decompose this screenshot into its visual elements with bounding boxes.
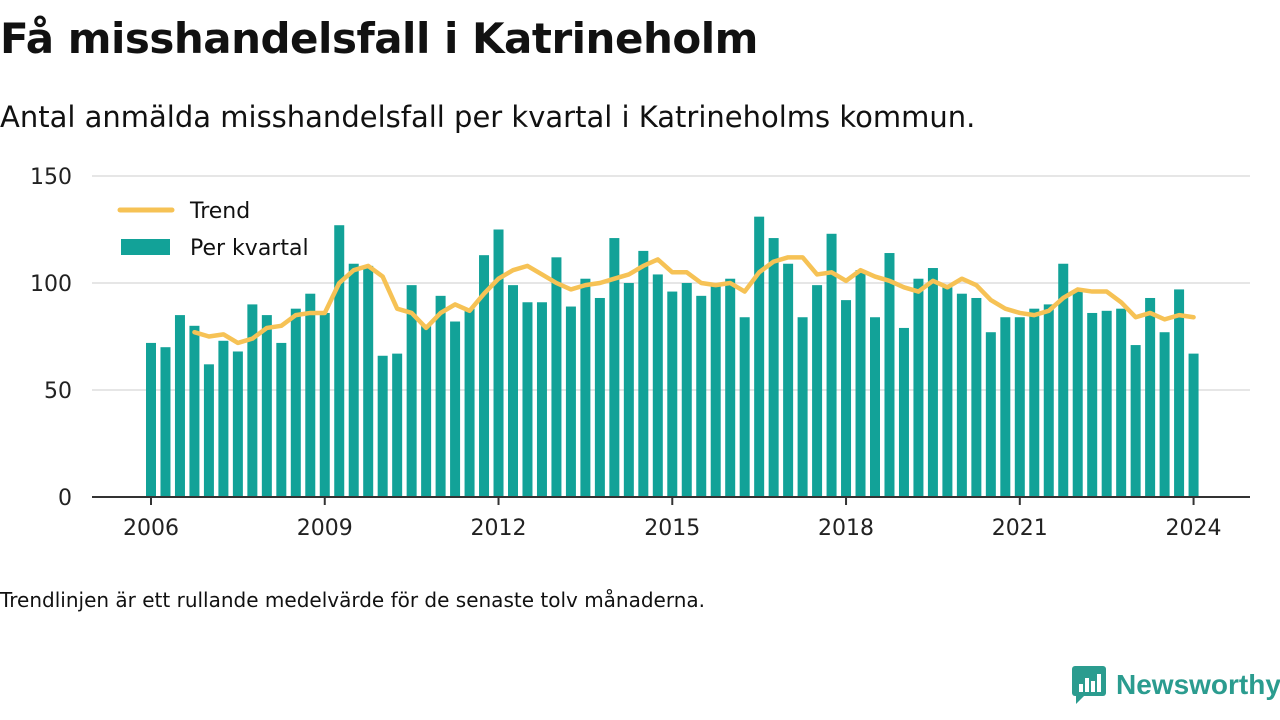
bar [971, 297, 982, 497]
bar [580, 278, 591, 497]
bar [783, 263, 794, 497]
x-tick-label: 2006 [123, 516, 179, 541]
trend-series [192, 255, 1196, 346]
bar [421, 325, 432, 497]
bar [855, 270, 866, 497]
bar [261, 315, 272, 497]
bar [146, 342, 156, 497]
bar [725, 278, 736, 497]
bar [652, 274, 663, 497]
bar [870, 317, 880, 497]
bar [812, 285, 823, 497]
bar [1145, 297, 1156, 497]
bar [508, 285, 518, 497]
bar [942, 287, 953, 497]
bar-line-chart: 0 50 100 150 2006 2009 2012 2015 2018 2021 2024 Tr… [30, 165, 1250, 541]
bar [319, 312, 330, 497]
x-tick-label: 2021 [992, 516, 1048, 541]
y-tick-label: 150 [30, 165, 72, 190]
bar [1087, 312, 1098, 497]
bar [638, 250, 649, 497]
bar [536, 302, 547, 497]
x-tick-label: 2018 [818, 516, 874, 541]
x-tick-label: 2015 [644, 516, 700, 541]
bar [1058, 263, 1069, 497]
y-tick-label: 100 [30, 272, 72, 297]
bar [565, 306, 576, 497]
newsworthy-chat-bars-icon [1072, 666, 1106, 704]
bar [290, 308, 301, 497]
bar [884, 253, 895, 497]
bar [623, 283, 634, 497]
bar [276, 342, 287, 497]
bar [363, 265, 374, 497]
footnote: Trendlinjen är ett rullande medelvärde f… [0, 588, 706, 612]
bar [985, 332, 996, 497]
bar [1000, 317, 1011, 497]
bar [927, 268, 938, 497]
y-tick-label: 50 [44, 379, 72, 404]
x-tick-label: 2012 [471, 516, 527, 541]
bar [1014, 317, 1025, 497]
bar [1188, 353, 1199, 497]
bar [696, 295, 707, 497]
bar [1116, 308, 1127, 497]
bar [160, 347, 171, 497]
bar [841, 300, 852, 497]
bar [551, 257, 562, 497]
bar [1174, 289, 1185, 497]
bar [479, 255, 490, 497]
newsworthy-brand-name: Newsworthy [1116, 669, 1280, 700]
bar [377, 355, 388, 497]
bar [174, 315, 185, 497]
bar [1043, 304, 1054, 497]
trend-line [192, 255, 1196, 346]
y-tick-label: 0 [58, 486, 72, 511]
bar [1029, 308, 1040, 497]
bar [450, 321, 461, 497]
bar [232, 351, 243, 497]
bar [348, 263, 359, 497]
bar [305, 293, 316, 497]
bar [667, 291, 678, 497]
bar [739, 317, 750, 497]
newsworthy-logo[interactable]: Newsworthy [1072, 666, 1280, 704]
bar [1159, 332, 1170, 497]
legend-label: Per kvartal [190, 236, 309, 261]
x-tick-label: 2024 [1166, 516, 1222, 541]
bar [189, 325, 200, 497]
bar [334, 225, 345, 497]
bar [218, 340, 229, 497]
legend: Trend Per kvartal [117, 199, 309, 261]
bar [1101, 310, 1112, 497]
bar [826, 233, 837, 497]
legend-swatch-bar [121, 239, 170, 255]
legend-label: Trend [189, 199, 250, 224]
bar [710, 285, 721, 497]
bar [406, 285, 417, 497]
bar [913, 278, 924, 497]
bar-series [146, 216, 1199, 497]
chart-title: Få misshandelsfall i Katrineholm [0, 14, 758, 63]
bar [898, 327, 909, 497]
bar [1072, 291, 1083, 497]
x-tick-label: 2009 [297, 516, 353, 541]
bar [609, 238, 620, 497]
bar [493, 229, 504, 497]
bar [247, 304, 258, 497]
bar [797, 317, 808, 497]
axes: 0 50 100 150 2006 2009 2012 2015 2018 2021 2024 [30, 165, 1250, 541]
bar [203, 364, 214, 497]
bar [464, 308, 475, 497]
bar [681, 283, 692, 497]
bar [754, 216, 765, 497]
bar [1130, 345, 1141, 497]
bar [435, 295, 446, 497]
bar [522, 302, 533, 497]
bar [768, 238, 779, 497]
bar [594, 297, 605, 497]
chart-subtitle: Antal anmälda misshandelsfall per kvarta… [0, 100, 976, 134]
bar [392, 353, 403, 497]
bar [956, 293, 967, 497]
